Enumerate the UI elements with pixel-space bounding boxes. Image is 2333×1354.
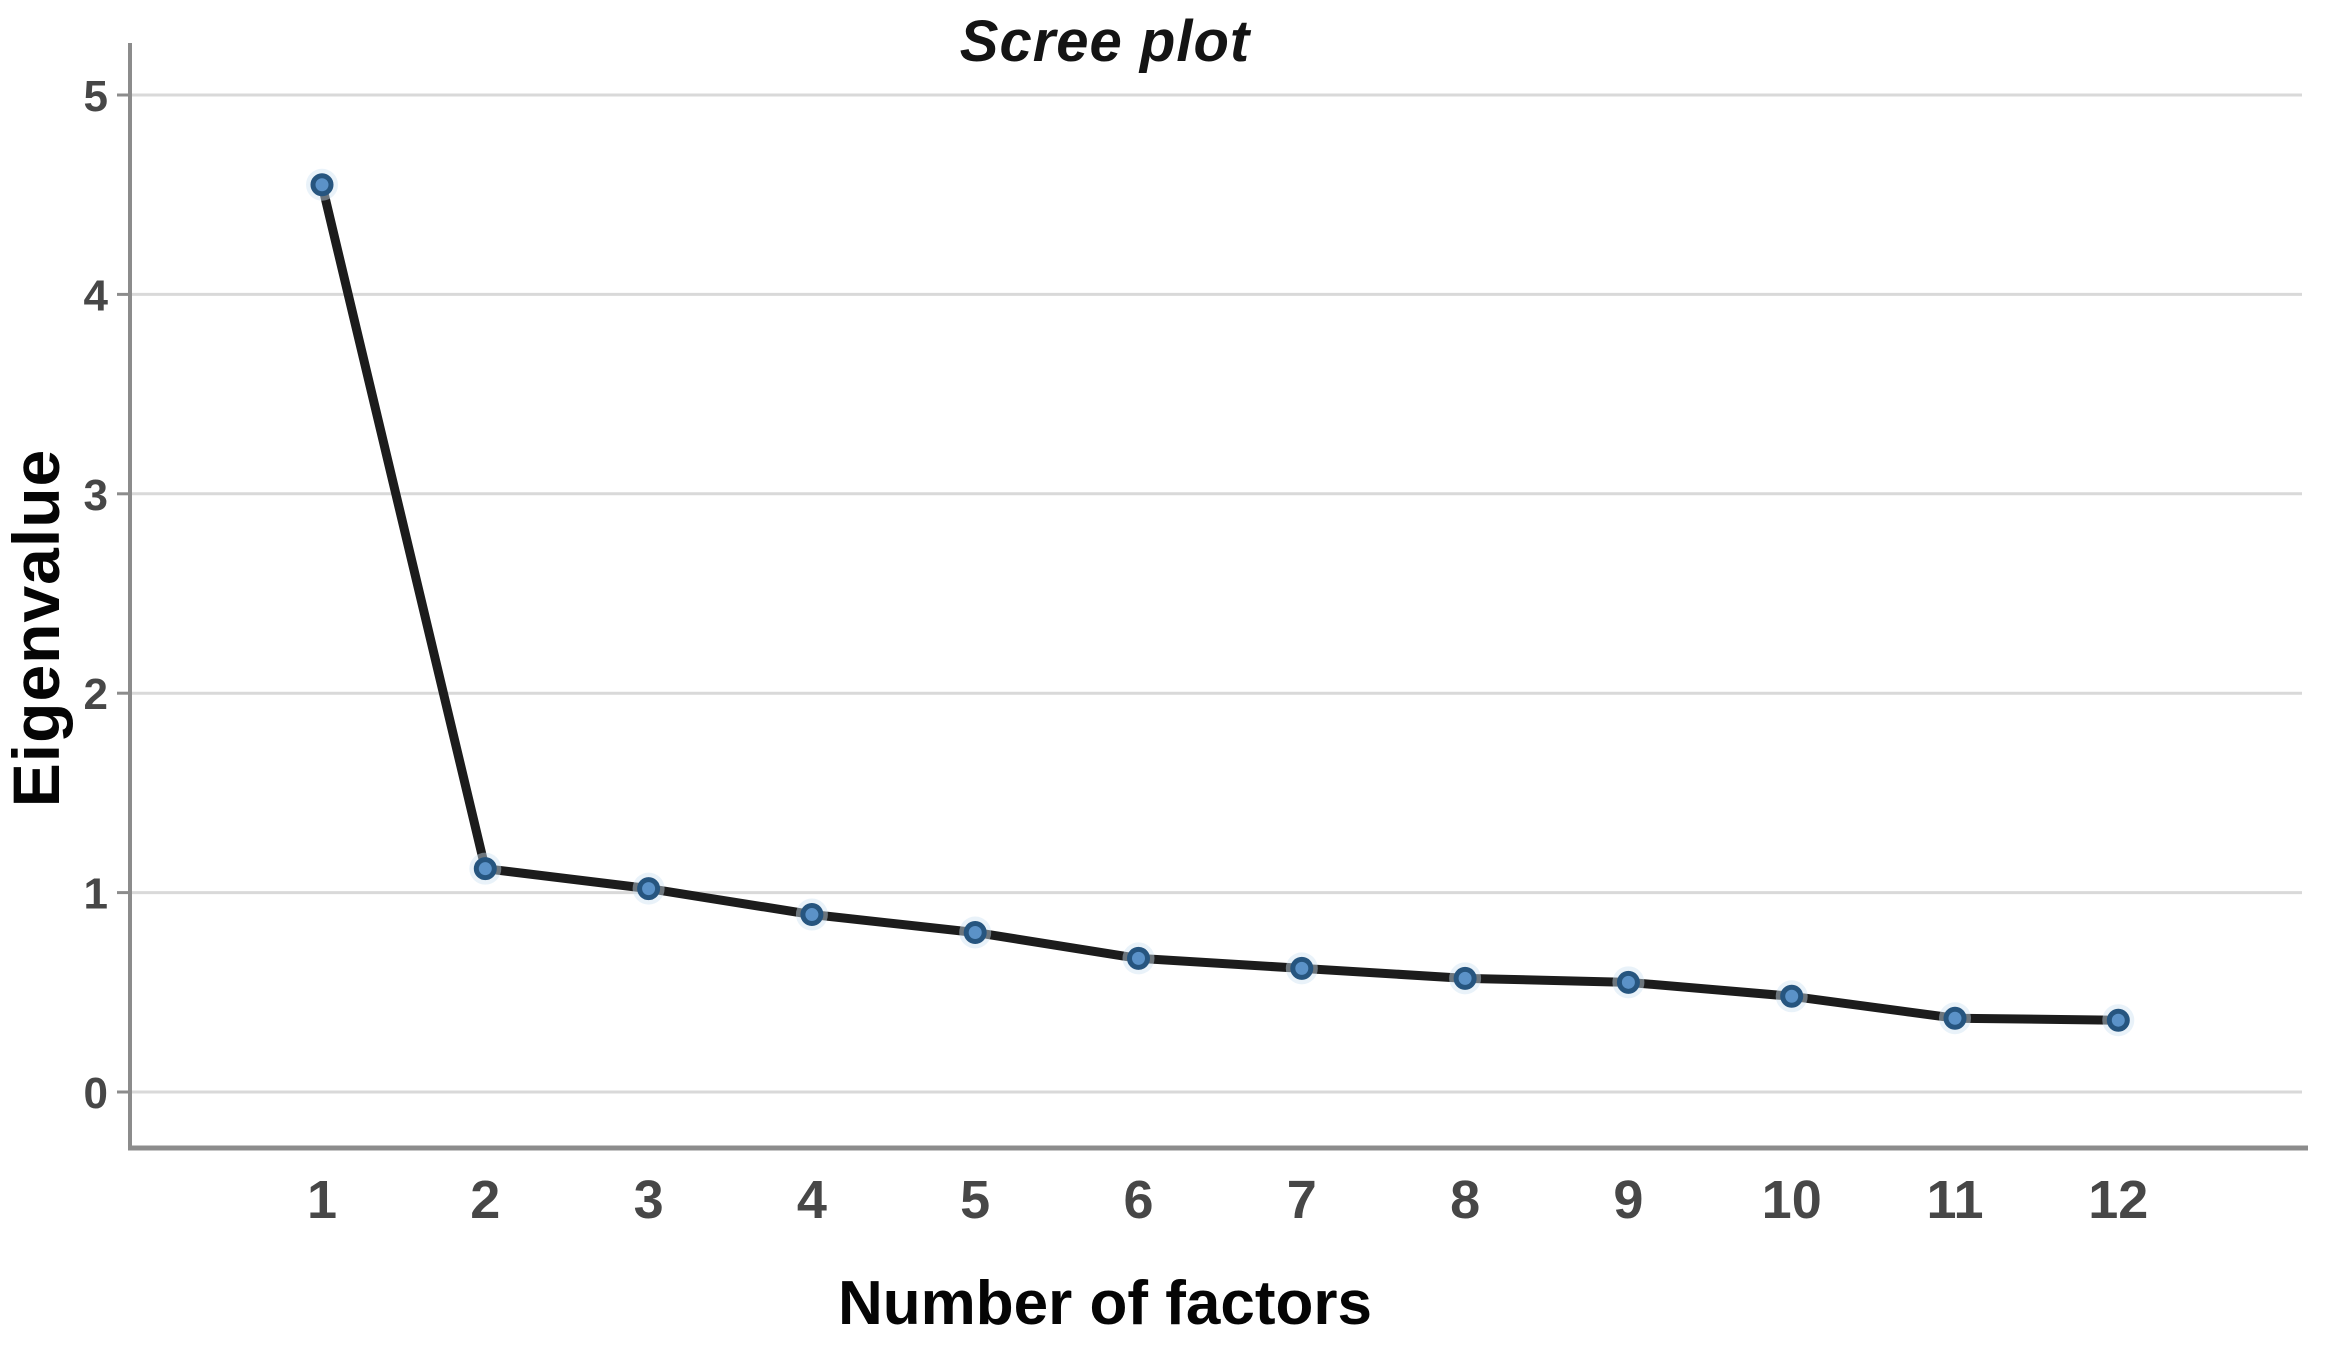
x-tick-label: 12 — [2088, 1170, 2148, 1230]
y-tick-label: 4 — [84, 271, 109, 320]
data-point-marker — [1943, 1006, 1967, 1030]
data-point-marker — [473, 857, 497, 881]
data-point-marker — [800, 903, 824, 927]
x-tick-label: 8 — [1450, 1170, 1480, 1230]
x-tick-label: 3 — [634, 1170, 664, 1230]
y-tick-label: 2 — [84, 670, 108, 719]
x-tick-label: 10 — [1762, 1170, 1822, 1230]
x-tick-label: 4 — [797, 1170, 827, 1230]
x-tick-label: 2 — [470, 1170, 500, 1230]
x-tick-label: 7 — [1287, 1170, 1317, 1230]
x-tick-label: 11 — [1926, 1170, 1983, 1230]
chart-title: Scree plot — [959, 9, 1251, 74]
y-tick-label: 1 — [84, 870, 108, 919]
data-point-marker — [1290, 956, 1314, 980]
data-point-marker — [637, 877, 661, 901]
data-point-marker — [1780, 984, 1804, 1008]
data-point-marker — [310, 173, 334, 197]
y-tick-label: 3 — [84, 471, 108, 520]
data-point-marker — [1453, 966, 1477, 990]
x-axis-title: Number of factors — [838, 1269, 1372, 1338]
x-tick-label: 9 — [1613, 1170, 1643, 1230]
x-tick-label: 5 — [960, 1170, 990, 1230]
y-tick-label: 0 — [84, 1069, 108, 1118]
data-point-marker — [1127, 946, 1150, 970]
series-line — [317, 180, 2123, 1025]
x-tick-label: 6 — [1123, 1170, 1153, 1230]
y-tick-label: 5 — [84, 72, 108, 121]
data-point-marker — [1616, 970, 1640, 994]
data-point-marker — [2106, 1008, 2130, 1032]
data-point-marker — [963, 920, 987, 944]
x-tick-label: 1 — [307, 1170, 337, 1230]
